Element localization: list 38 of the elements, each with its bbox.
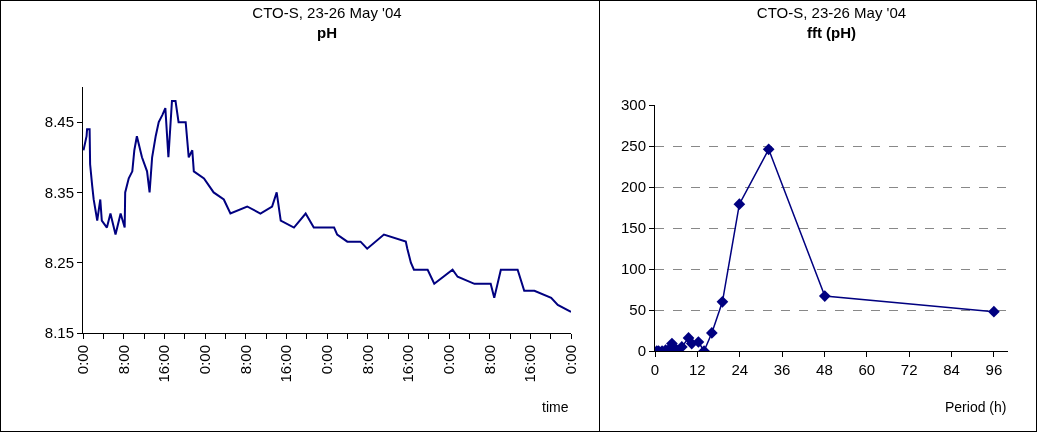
y-tick-label: 250: [620, 137, 646, 155]
x-tick-label: 0:00: [561, 345, 579, 375]
x-tick-label: 16:00: [277, 345, 295, 383]
x-tick-label: 0: [650, 361, 660, 378]
y-tick-label: 8.15: [44, 324, 74, 342]
x-tick-label: 0:00: [73, 345, 91, 375]
x-tick-label: 24: [731, 361, 749, 378]
chart-title: CTO-S, 23-26 May '04: [252, 4, 402, 22]
y-tick-label: 300: [620, 96, 646, 114]
x-tick-label: 16:00: [521, 345, 539, 383]
x-tick-label: 8:00: [480, 345, 498, 375]
x-axis-title: Period (h): [945, 399, 1007, 415]
x-tick-label: 8:00: [114, 345, 132, 375]
chart-subtitle: pH: [317, 23, 337, 41]
x-axis-title: time: [542, 399, 569, 415]
y-tick-label: 8.45: [44, 113, 74, 131]
y-tick-label: 50: [629, 301, 646, 319]
x-tick-label: 12: [689, 361, 706, 378]
x-tick-label: 72: [900, 361, 918, 378]
x-tick-label: 36: [773, 361, 791, 378]
x-tick-label: 96: [985, 361, 1003, 378]
y-tick-label: 8.25: [44, 253, 74, 271]
y-tick-label: 8.35: [44, 183, 74, 201]
y-tick-label: 150: [620, 219, 646, 237]
x-tick-label: 48: [816, 361, 833, 378]
x-tick-label: 0:00: [317, 345, 335, 375]
x-tick-label: 8:00: [358, 345, 376, 375]
x-tick-label: 60: [858, 361, 876, 378]
x-tick-label: 84: [943, 361, 960, 378]
chart-title: CTO-S, 23-26 May '04: [756, 4, 907, 22]
y-tick-label: 100: [620, 260, 646, 278]
chart-subtitle: fft (pH): [806, 23, 857, 41]
x-tick-label: 16:00: [399, 345, 417, 383]
x-tick-label: 8:00: [236, 345, 254, 375]
x-tick-label: 16:00: [155, 345, 173, 383]
y-tick-label: 200: [620, 178, 646, 196]
x-tick-label: 0:00: [195, 345, 213, 375]
x-tick-label: 0:00: [439, 345, 457, 375]
